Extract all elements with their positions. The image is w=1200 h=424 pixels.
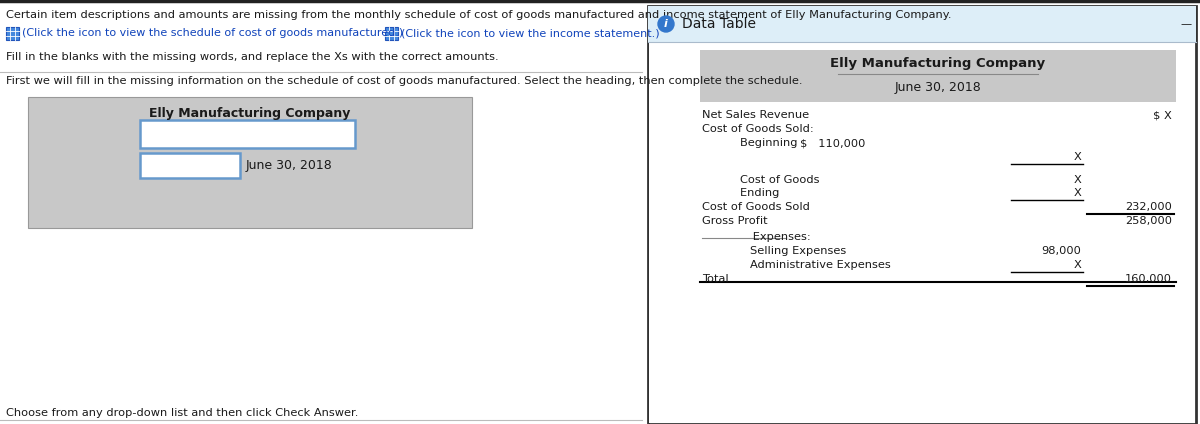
Text: First we will fill in the missing information on the schedule of cost of goods m: First we will fill in the missing inform…: [6, 76, 803, 86]
FancyBboxPatch shape: [700, 50, 1176, 102]
Text: Cost of Goods: Cost of Goods: [740, 175, 859, 185]
Text: 258,000: 258,000: [1126, 216, 1172, 226]
FancyBboxPatch shape: [140, 120, 355, 148]
Text: 98,000: 98,000: [1042, 246, 1081, 256]
Text: Elly Manufacturing Company: Elly Manufacturing Company: [149, 106, 350, 120]
Text: Administrative Expenses: Administrative Expenses: [750, 260, 890, 270]
Text: i: i: [664, 19, 668, 29]
Text: Beginning: Beginning: [740, 138, 848, 148]
FancyBboxPatch shape: [6, 27, 19, 40]
Circle shape: [658, 16, 674, 32]
FancyBboxPatch shape: [28, 97, 472, 228]
Text: (Click the icon to view the income statement.): (Click the icon to view the income state…: [401, 28, 660, 38]
Text: (Click the icon to view the schedule of cost of goods manufactured.): (Click the icon to view the schedule of …: [22, 28, 403, 38]
Text: Cost of Goods Sold:: Cost of Goods Sold:: [702, 124, 814, 134]
Text: June 30, 2018: June 30, 2018: [895, 81, 982, 95]
Text: 232,000: 232,000: [1126, 202, 1172, 212]
Text: —: —: [1181, 19, 1192, 29]
Text: Total: Total: [702, 274, 779, 284]
Text: Selling Expenses: Selling Expenses: [750, 246, 846, 256]
Text: Certain item descriptions and amounts are missing from the monthly schedule of c: Certain item descriptions and amounts ar…: [6, 10, 952, 20]
FancyBboxPatch shape: [648, 6, 1196, 42]
Text: Cost of Goods Sold: Cost of Goods Sold: [702, 202, 810, 212]
FancyBboxPatch shape: [140, 153, 240, 178]
Text: Elly Manufacturing Company: Elly Manufacturing Company: [830, 58, 1045, 70]
Text: Net Sales Revenue: Net Sales Revenue: [702, 110, 809, 120]
Text: $   110,000: $ 110,000: [800, 138, 865, 148]
Text: Expenses:: Expenses:: [702, 232, 811, 242]
FancyBboxPatch shape: [648, 6, 1196, 424]
Text: Gross Profit: Gross Profit: [702, 216, 768, 226]
Text: Ending: Ending: [740, 188, 830, 198]
Text: June 30, 2018: June 30, 2018: [246, 159, 332, 171]
FancyBboxPatch shape: [385, 27, 398, 40]
Text: Data Table: Data Table: [682, 17, 756, 31]
Text: Choose from any drop-down list and then click Check Answer.: Choose from any drop-down list and then …: [6, 408, 359, 418]
FancyBboxPatch shape: [649, 42, 1195, 423]
Text: X: X: [1073, 188, 1081, 198]
Text: Fill in the blanks with the missing words, and replace the Xs with the correct a: Fill in the blanks with the missing word…: [6, 52, 499, 62]
Text: 160,000: 160,000: [1126, 274, 1172, 284]
Text: $ X: $ X: [1153, 110, 1172, 120]
Text: X: X: [1073, 260, 1081, 270]
Text: X: X: [1073, 175, 1081, 185]
Text: X: X: [1073, 152, 1081, 162]
